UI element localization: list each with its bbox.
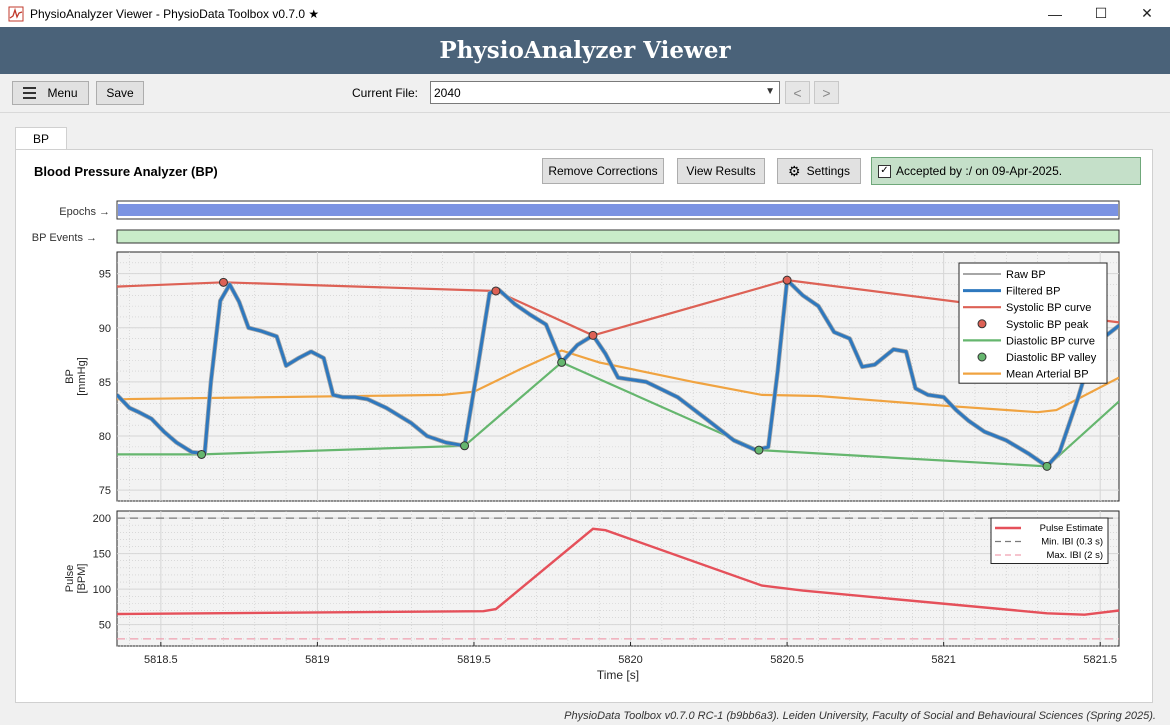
menu-label: Menu (47, 86, 78, 100)
app-banner: PhysioAnalyzer Viewer (0, 27, 1170, 74)
minimize-button[interactable]: — (1048, 5, 1062, 22)
window-title: PhysioAnalyzer Viewer - PhysioData Toolb… (30, 6, 320, 21)
next-file-button[interactable]: > (814, 81, 839, 104)
bp-panel (15, 149, 1153, 703)
prev-file-button[interactable]: < (785, 81, 810, 104)
current-file-value: 2040 (434, 85, 461, 100)
app-icon (8, 6, 24, 21)
accepted-indicator[interactable]: ✓ Accepted by :/ on 09-Apr-2025. (871, 157, 1141, 185)
close-button[interactable]: ✕ (1141, 5, 1153, 21)
maximize-button[interactable]: ☐ (1094, 5, 1108, 21)
footer-text: PhysioData Toolbox v0.7.0 RC-1 (b9bb6a3)… (564, 710, 1156, 722)
banner-title: PhysioAnalyzer Viewer (439, 37, 731, 64)
window-titlebar: PhysioAnalyzer Viewer - PhysioData Toolb… (0, 0, 1170, 27)
gear-icon: ⚙ (788, 162, 801, 179)
hamburger-icon (23, 87, 37, 99)
chevron-down-icon: ▼ (765, 86, 775, 97)
accepted-checkbox[interactable]: ✓ (878, 164, 891, 178)
menu-button[interactable]: Menu (12, 81, 89, 105)
settings-label: Settings (806, 164, 850, 178)
tab-bp[interactable]: BP (15, 127, 67, 150)
current-file-select[interactable]: 2040 ▼ (430, 81, 780, 104)
save-button[interactable]: Save (96, 81, 144, 105)
panel-title: Blood Pressure Analyzer (BP) (34, 164, 218, 179)
view-results-button[interactable]: View Results (677, 158, 765, 184)
tab-bp-label: BP (32, 132, 49, 146)
current-file-label: Current File: (352, 86, 419, 100)
settings-button[interactable]: ⚙ Settings (777, 158, 861, 184)
remove-corrections-button[interactable]: Remove Corrections (542, 158, 664, 184)
accepted-text: Accepted by :/ on 09-Apr-2025. (896, 164, 1063, 178)
